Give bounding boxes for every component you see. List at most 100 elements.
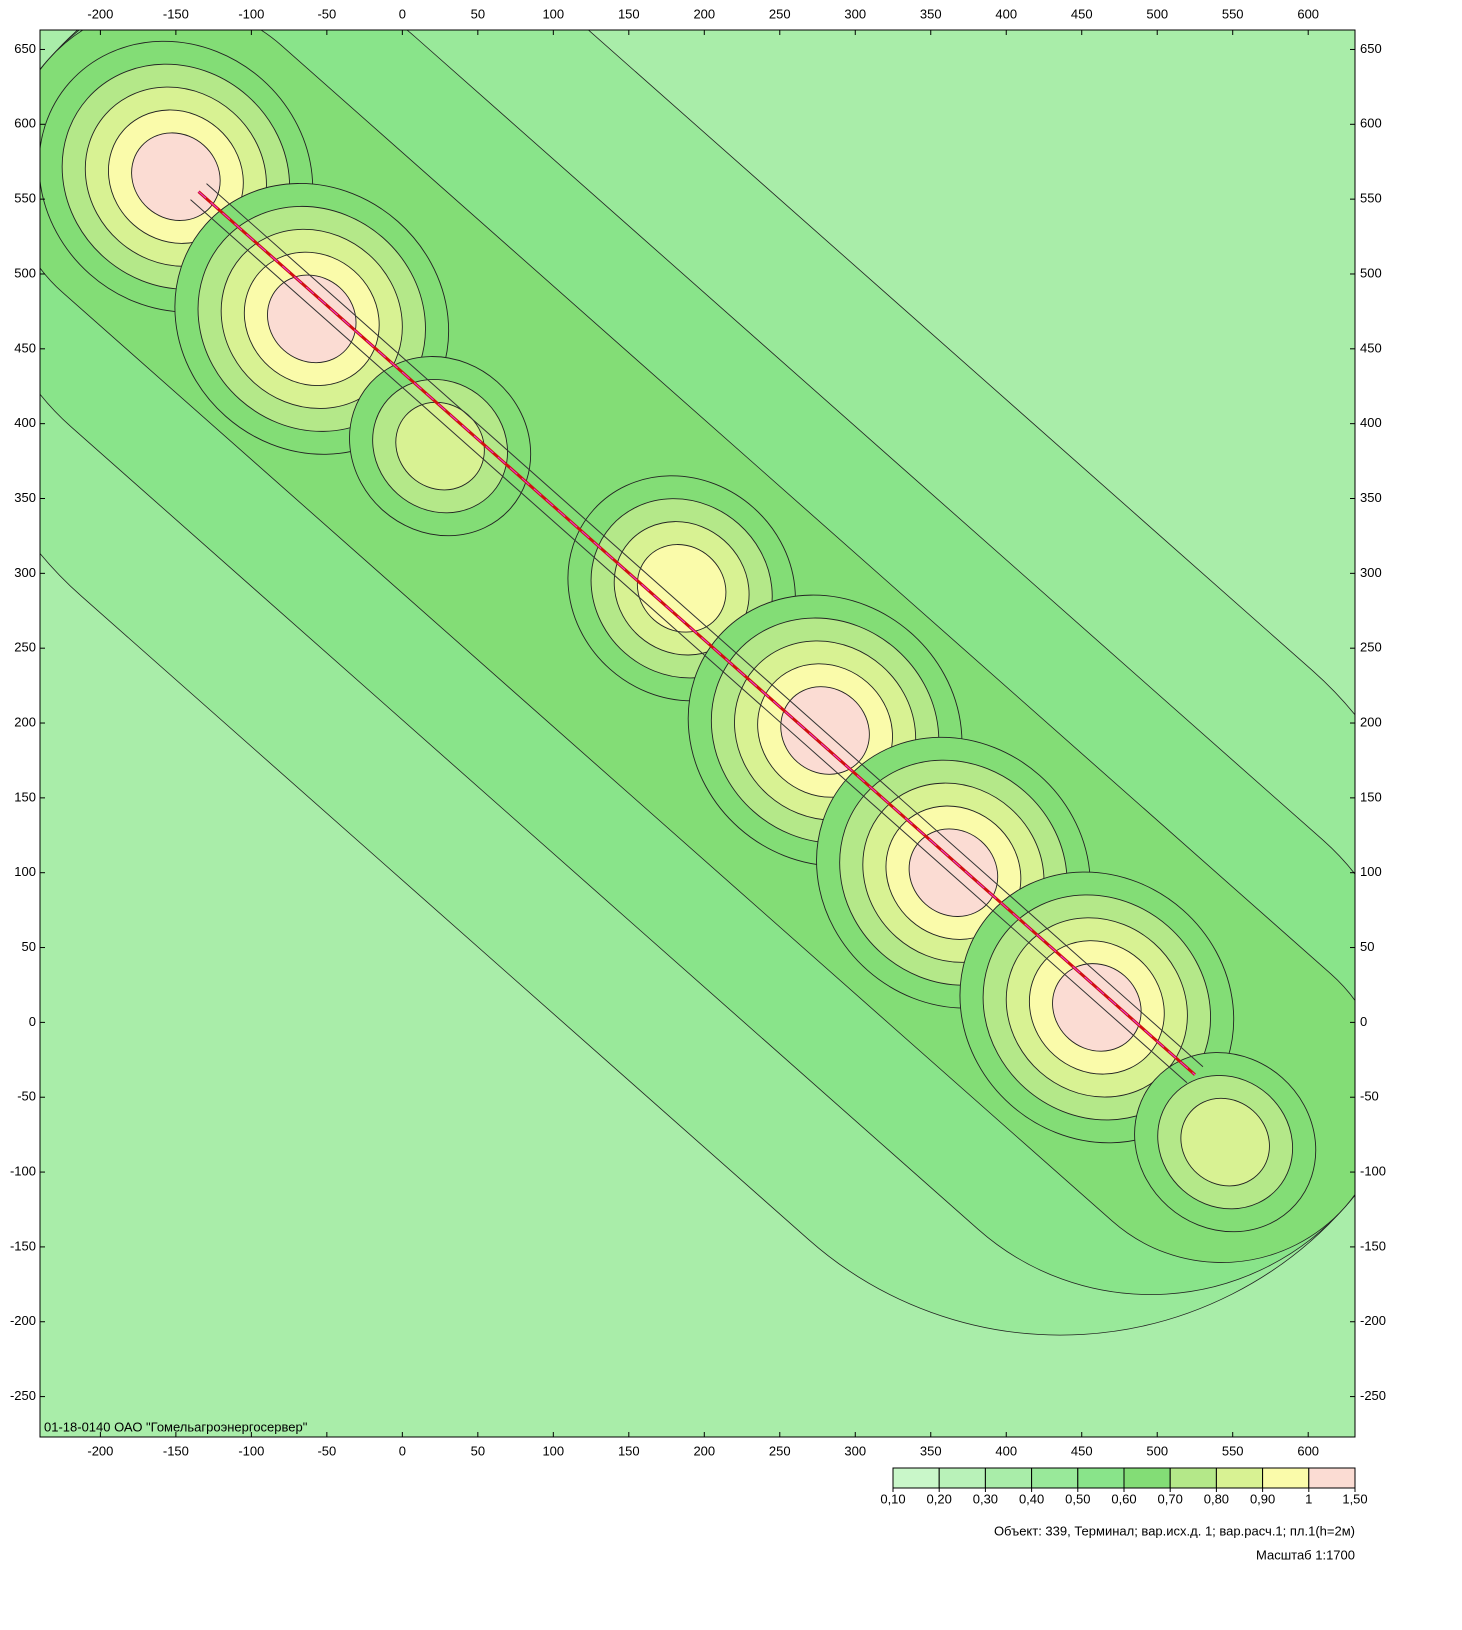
x-tick-label: 50 — [471, 6, 485, 21]
y-tick-label: 100 — [14, 864, 36, 879]
x-tick-label: 150 — [618, 6, 640, 21]
y-tick-label: 250 — [14, 640, 36, 655]
y-tick-label: 400 — [1360, 415, 1382, 430]
legend-label: 0,50 — [1065, 1491, 1090, 1506]
x-tick-label: -200 — [87, 6, 113, 21]
y-tick-label: 250 — [1360, 640, 1382, 655]
y-tick-label: 100 — [1360, 864, 1382, 879]
legend-label: 0,20 — [927, 1491, 952, 1506]
x-tick-label: -50 — [317, 1443, 336, 1458]
x-tick-label: 550 — [1222, 6, 1244, 21]
legend-swatch — [1308, 1467, 1356, 1489]
emission-source-axis — [198, 191, 1196, 1076]
y-tick-label: 650 — [14, 41, 36, 56]
y-tick-label: 50 — [22, 939, 36, 954]
legend-swatch — [1262, 1467, 1310, 1489]
x-tick-label: 400 — [995, 1443, 1017, 1458]
x-tick-label: 300 — [844, 1443, 866, 1458]
legend-label: 0,10 — [880, 1491, 905, 1506]
x-tick-label: -100 — [238, 1443, 264, 1458]
y-tick-label: -150 — [1360, 1238, 1386, 1253]
legend-swatch — [1077, 1467, 1125, 1489]
y-tick-label: -200 — [10, 1313, 36, 1328]
contour-ring — [780, 686, 870, 775]
x-tick-label: 600 — [1297, 6, 1319, 21]
x-tick-label: 250 — [769, 1443, 791, 1458]
y-tick-label: -200 — [1360, 1313, 1386, 1328]
x-tick-label: -150 — [163, 6, 189, 21]
contour-ring — [131, 132, 221, 221]
map-frame — [39, 29, 1356, 1438]
contour-ring — [636, 544, 727, 633]
x-tick-label: 500 — [1146, 1443, 1168, 1458]
contour-ring — [1052, 963, 1142, 1052]
x-tick-label: 0 — [399, 6, 406, 21]
watermark: 01-18-0140 ОАО "Гомельагроэнергосервер" — [44, 1419, 308, 1434]
x-tick-label: -150 — [163, 1443, 189, 1458]
y-tick-label: 450 — [1360, 340, 1382, 355]
x-tick-label: 50 — [471, 1443, 485, 1458]
x-tick-label: -200 — [87, 1443, 113, 1458]
legend-label: 0,60 — [1111, 1491, 1136, 1506]
x-tick-label: 500 — [1146, 6, 1168, 21]
legend-label: 1 — [1305, 1491, 1312, 1506]
x-tick-label: -100 — [238, 6, 264, 21]
y-tick-label: 200 — [14, 714, 36, 729]
y-tick-label: 300 — [1360, 565, 1382, 580]
y-tick-label: 350 — [14, 490, 36, 505]
legend-swatch — [892, 1467, 940, 1489]
y-tick-label: 0 — [1360, 1014, 1367, 1029]
y-tick-label: -100 — [10, 1164, 36, 1179]
y-tick-label: 550 — [14, 191, 36, 206]
x-tick-label: 550 — [1222, 1443, 1244, 1458]
x-tick-label: 100 — [542, 6, 564, 21]
contour-ring — [908, 828, 999, 917]
contour-field — [40, 30, 1355, 1437]
x-tick-label: 300 — [844, 6, 866, 21]
object-caption: Объект: 339, Терминал; вар.исх.д. 1; вар… — [994, 1523, 1355, 1538]
y-tick-label: 50 — [1360, 939, 1374, 954]
y-tick-label: 200 — [1360, 714, 1382, 729]
source-outline — [206, 183, 1204, 1068]
y-tick-label: 500 — [1360, 265, 1382, 280]
legend-label: 0,90 — [1250, 1491, 1275, 1506]
y-tick-label: 600 — [1360, 116, 1382, 131]
legend-label: 0,30 — [973, 1491, 998, 1506]
legend-swatch — [1215, 1467, 1264, 1489]
y-tick-label: 300 — [14, 565, 36, 580]
y-tick-label: 150 — [14, 789, 36, 804]
y-tick-label: -250 — [10, 1388, 36, 1403]
x-tick-label: 0 — [399, 1443, 406, 1458]
x-tick-label: 450 — [1071, 1443, 1093, 1458]
y-tick-label: -100 — [1360, 1164, 1386, 1179]
legend-label: 1,50 — [1342, 1491, 1367, 1506]
scale-caption: Масштаб 1:1700 — [1256, 1547, 1355, 1562]
y-tick-label: -50 — [17, 1089, 36, 1104]
y-tick-label: -50 — [1360, 1089, 1379, 1104]
legend-label: 0,70 — [1158, 1491, 1183, 1506]
y-tick-label: 400 — [14, 415, 36, 430]
x-tick-label: 350 — [920, 1443, 942, 1458]
legend-label: 0,40 — [1019, 1491, 1044, 1506]
legend-swatch — [1169, 1467, 1217, 1489]
legend-swatch — [984, 1467, 1033, 1489]
x-tick-label: 200 — [693, 1443, 715, 1458]
y-tick-label: 500 — [14, 265, 36, 280]
x-tick-label: 350 — [920, 6, 942, 21]
y-tick-label: -150 — [10, 1238, 36, 1253]
x-tick-label: 250 — [769, 6, 791, 21]
y-tick-label: 550 — [1360, 191, 1382, 206]
y-tick-label: 600 — [14, 116, 36, 131]
x-tick-label: 600 — [1297, 1443, 1319, 1458]
legend-swatch — [1123, 1467, 1171, 1489]
source-outline — [190, 199, 1188, 1084]
y-tick-label: 650 — [1360, 41, 1382, 56]
x-tick-label: 450 — [1071, 6, 1093, 21]
legend-swatch — [1031, 1467, 1079, 1489]
y-tick-label: 0 — [29, 1014, 36, 1029]
y-tick-label: 350 — [1360, 490, 1382, 505]
y-tick-label: 150 — [1360, 789, 1382, 804]
y-tick-label: 450 — [14, 340, 36, 355]
x-tick-label: 200 — [693, 6, 715, 21]
